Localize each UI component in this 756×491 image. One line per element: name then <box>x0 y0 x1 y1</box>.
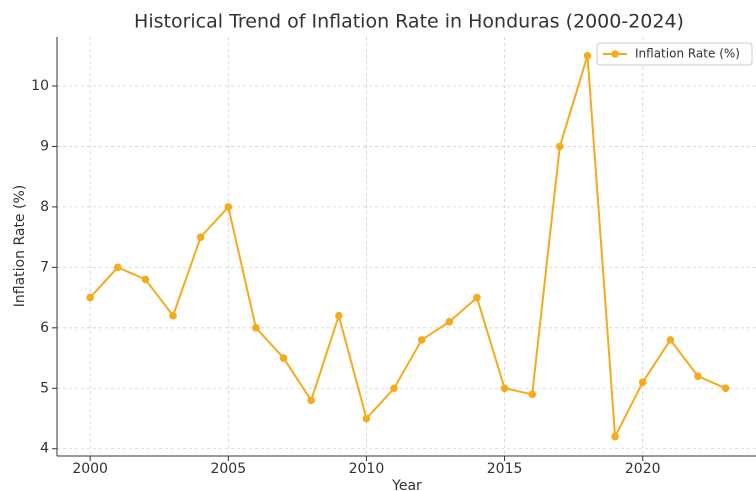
data-point <box>335 311 343 320</box>
data-point <box>86 293 94 302</box>
data-point <box>500 384 509 393</box>
y-tick-label: 7 <box>40 259 49 275</box>
data-point <box>307 396 315 405</box>
x-axis-label: Year <box>391 478 422 491</box>
data-point <box>196 233 205 241</box>
legend: Inflation Rate (%) <box>596 42 753 66</box>
y-tick-label: 8 <box>40 199 49 215</box>
legend-label: Inflation Rate (%) <box>635 47 740 61</box>
data-point <box>279 354 288 362</box>
x-tick-label: 2010 <box>349 461 385 477</box>
x-tick-label: 2015 <box>487 461 523 477</box>
data-point <box>583 51 592 60</box>
data-point <box>224 203 233 211</box>
data-point <box>638 378 647 387</box>
data-point <box>390 384 398 393</box>
x-tick-label: 2020 <box>625 461 661 477</box>
data-point <box>362 414 371 423</box>
legend-marker <box>611 50 619 58</box>
data-point <box>666 336 675 344</box>
data-point <box>721 384 730 393</box>
data-point <box>113 263 122 272</box>
legend-box <box>596 42 753 66</box>
x-tick-label: 2005 <box>210 461 246 477</box>
data-point <box>528 390 537 399</box>
data-point <box>169 311 177 320</box>
data-point <box>252 324 260 332</box>
data-point <box>694 372 702 380</box>
y-tick-label: 5 <box>40 380 49 396</box>
y-axis-label: Inflation Rate (%) <box>12 185 28 307</box>
y-tick-label: 6 <box>40 320 49 336</box>
data-point <box>473 293 481 302</box>
data-point <box>141 275 150 284</box>
data-point <box>556 142 564 151</box>
data-point <box>445 317 454 326</box>
chart-title: Historical Trend of Inflation Rate in Ho… <box>134 11 684 33</box>
y-tick-label: 9 <box>40 138 49 154</box>
data-point <box>611 432 619 441</box>
data-point <box>417 336 426 344</box>
y-tick-label: 10 <box>31 78 49 94</box>
x-tick-label: 2000 <box>72 461 108 477</box>
series-line <box>89 55 727 441</box>
y-tick-label: 4 <box>40 441 49 457</box>
